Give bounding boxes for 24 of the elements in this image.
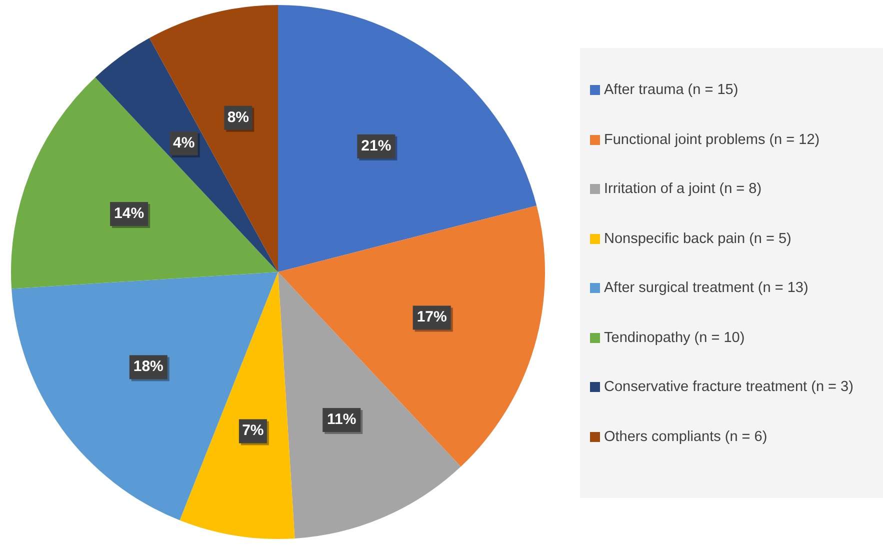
legend-label: Irritation of a joint (n = 8) [604, 181, 762, 198]
data-label: 7% [242, 422, 264, 440]
data-label: 4% [172, 134, 195, 152]
pie-slice [278, 272, 461, 538]
legend-label: After trauma (n = 15) [604, 82, 738, 98]
data-label: 11% [327, 410, 356, 428]
pie-slice [95, 38, 278, 272]
pie-slice [278, 5, 537, 272]
pie-slice [149, 5, 278, 272]
legend-label: Others compliants (n = 6) [604, 428, 768, 445]
data-label: 18% [133, 358, 164, 376]
data-label: 17% [416, 308, 447, 326]
legend-label: After surgical treatment (n = 13) [604, 280, 808, 296]
legend-label: Nonspecific back pain (n = 5) [604, 230, 792, 247]
legend-label: Functional joint problems (n = 12) [604, 132, 820, 148]
pie-slice [12, 77, 278, 289]
pie-slice [12, 272, 278, 520]
data-label: 14% [114, 204, 144, 222]
legend-label: Conservative fracture treatment (n = 3) [604, 379, 854, 396]
data-label: 8% [227, 108, 250, 126]
legend-label: Tendinopathy (n = 10) [604, 330, 745, 346]
pie-slice [278, 206, 545, 467]
data-label: 21% [361, 137, 392, 154]
pie-slice [180, 272, 295, 539]
